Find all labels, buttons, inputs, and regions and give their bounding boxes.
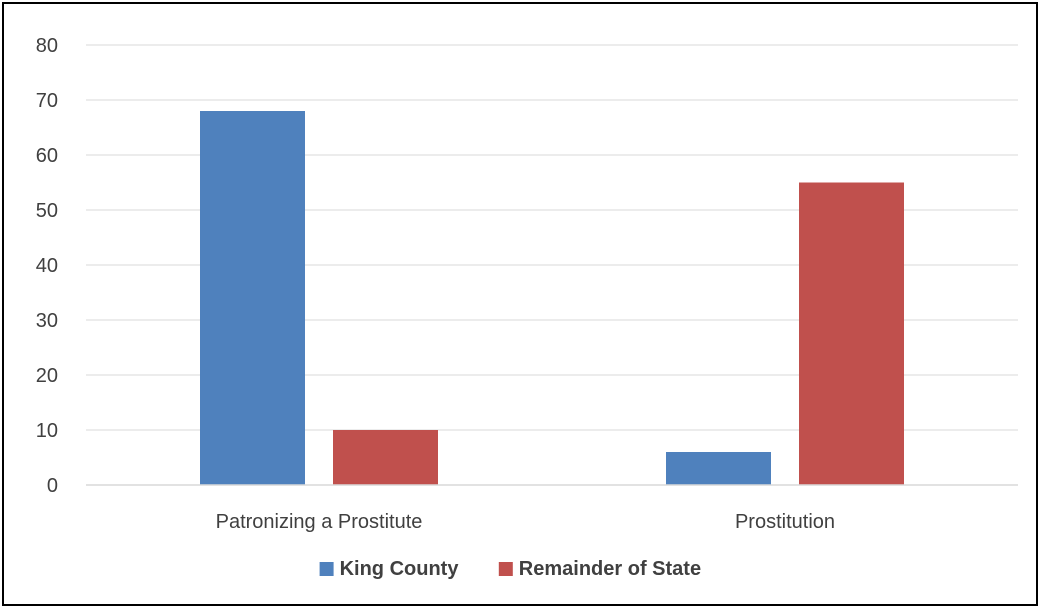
y-tick-label: 40 [36,255,58,277]
bar-king-county-1[interactable] [200,111,305,485]
bar-king-county-2[interactable] [666,452,771,485]
x-category-label: Patronizing a Prostitute [216,511,423,533]
legend-label-remainder-of-state[interactable]: Remainder of State [519,558,701,580]
y-axis-tick-labels: 0 10 20 30 40 50 60 70 80 [36,35,58,497]
legend-swatch-remainder-of-state [498,562,513,576]
y-tick-label: 50 [36,200,58,222]
legend-swatch-king-county [319,562,334,576]
bar-remainder-of-state-1[interactable] [333,430,438,485]
legend-label-king-county[interactable]: King County [340,558,460,580]
y-tick-label: 0 [47,475,58,497]
y-tick-label: 80 [36,35,58,57]
y-tick-label: 20 [36,365,58,387]
x-category-label: Prostitution [735,511,835,533]
y-tick-label: 10 [36,420,58,442]
y-tick-label: 70 [36,90,58,112]
bars [200,111,904,485]
legend[interactable]: King County Remainder of State [319,558,701,580]
y-tick-label: 60 [36,145,58,167]
x-axis-category-labels: Patronizing a Prostitute Prostitution [216,511,835,533]
y-tick-label: 30 [36,310,58,332]
bar-remainder-of-state-2[interactable] [799,182,904,486]
